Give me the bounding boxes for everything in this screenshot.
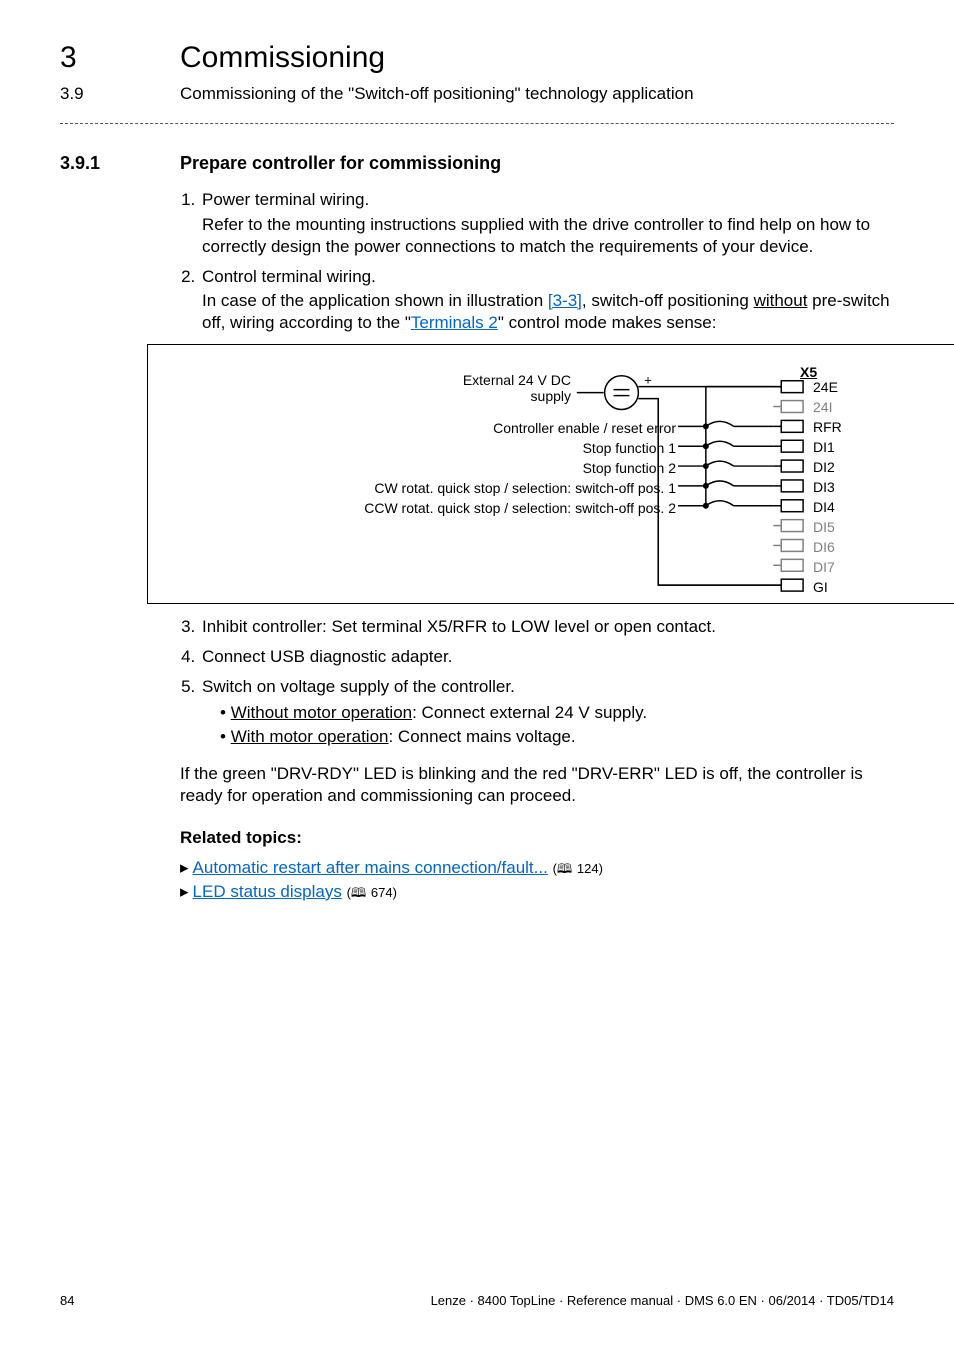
terminal-di1: DI1 (813, 438, 835, 456)
related-heading: Related topics: (180, 827, 894, 849)
step-5-bullets: Without motor operation: Connect externa… (202, 702, 894, 748)
footer-right: Lenze · 8400 TopLine · Reference manual … (431, 1293, 894, 1310)
footer-page-number: 84 (60, 1293, 74, 1310)
terminal-di6: DI6 (813, 538, 835, 556)
divider (60, 123, 894, 124)
section-number: 3.9 (60, 83, 130, 105)
subsection-title: Prepare controller for commissioning (180, 152, 501, 175)
arrow-icon: ▸ (180, 858, 189, 877)
step-2: Control terminal wiring. In case of the … (200, 266, 894, 604)
arrow-icon: ▸ (180, 882, 189, 901)
terminal-di2: DI2 (813, 458, 835, 476)
step-1: Power terminal wiring. Refer to the moun… (200, 189, 894, 257)
terminal-24i: 24I (813, 398, 832, 416)
bullet-without-motor: Without motor operation: Connect externa… (220, 702, 894, 724)
diagram-label-rfr: Controller enable / reset error (493, 419, 676, 437)
chapter-number: 3 (60, 38, 130, 77)
terminal-rfr: RFR (813, 418, 842, 436)
step-4-title: Connect USB diagnostic adapter. (202, 647, 452, 666)
step-2-title: Control terminal wiring. (202, 267, 376, 286)
terminal-gi: GI (813, 578, 828, 596)
step-5-title: Switch on voltage supply of the controll… (202, 677, 515, 696)
emph-without: without (754, 291, 808, 310)
step-3-title: Inhibit controller: Set terminal X5/RFR … (202, 617, 716, 636)
subsection-number: 3.9.1 (60, 152, 130, 175)
diagram-label-di3: CW rotat. quick stop / selection: switch… (374, 479, 676, 497)
step-2-body: In case of the application shown in illu… (202, 290, 894, 334)
diagram-supply-label-2: supply (531, 387, 571, 405)
terminal-di3: DI3 (813, 478, 835, 496)
step-1-body: Refer to the mounting instructions suppl… (202, 214, 894, 258)
related-page-1: (🕮 124) (553, 861, 603, 876)
related-link-1[interactable]: Automatic restart after mains connection… (193, 858, 548, 877)
step-4: Connect USB diagnostic adapter. (200, 646, 894, 668)
related-item-2: ▸LED status displays (🕮 674) (180, 881, 894, 903)
diagram-label-di2: Stop function 2 (583, 459, 676, 477)
step-3: Inhibit controller: Set terminal X5/RFR … (200, 616, 894, 638)
terminal-24e: 24E (813, 378, 838, 396)
step-5: Switch on voltage supply of the controll… (200, 676, 894, 748)
related-link-2[interactable]: LED status displays (193, 882, 342, 901)
terminal-di7: DI7 (813, 558, 835, 576)
related-item-1: ▸Automatic restart after mains connectio… (180, 857, 894, 879)
diagram-label-di4: CCW rotat. quick stop / selection: switc… (364, 499, 676, 517)
step-1-title: Power terminal wiring. (202, 190, 369, 209)
related-page-2: (🕮 674) (347, 885, 397, 900)
terminal-di5: DI5 (813, 518, 835, 536)
section-title: Commissioning of the "Switch-off positio… (180, 83, 694, 105)
closing-paragraph: If the green "DRV-RDY" LED is blinking a… (180, 763, 894, 807)
chapter-title: Commissioning (180, 38, 385, 77)
svg-text:+: + (644, 373, 652, 388)
step-list: Power terminal wiring. Refer to the moun… (180, 189, 894, 748)
terminal-di4: DI4 (813, 498, 835, 516)
link-terminals2[interactable]: Terminals 2 (411, 313, 498, 332)
link-illustration[interactable]: [3-3] (548, 291, 582, 310)
bullet-with-motor: With motor operation: Connect mains volt… (220, 726, 894, 748)
wiring-diagram: + (147, 344, 954, 604)
diagram-label-di1: Stop function 1 (583, 439, 676, 457)
